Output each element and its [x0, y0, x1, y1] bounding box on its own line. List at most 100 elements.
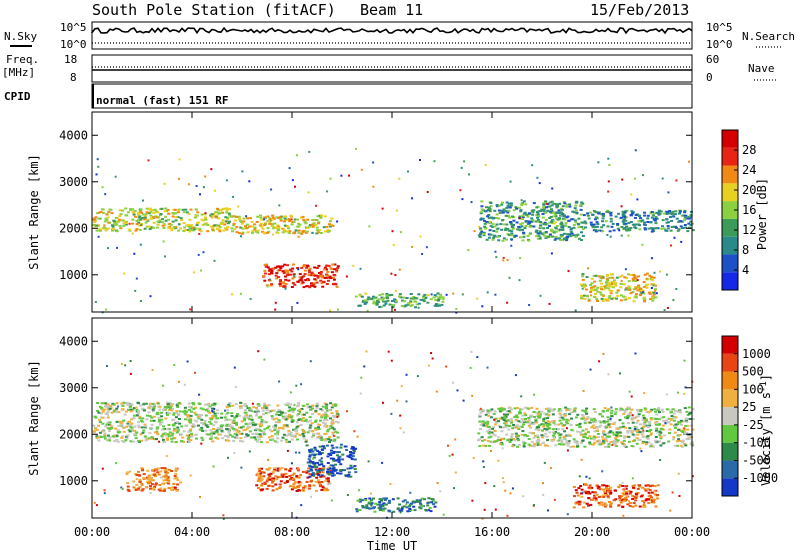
data-cell [187, 183, 190, 186]
data-cell [324, 411, 328, 414]
data-cell [248, 430, 252, 433]
data-cell [439, 490, 442, 493]
data-cell [102, 226, 106, 229]
data-cell [558, 217, 561, 220]
data-cell [571, 210, 575, 213]
data-cell [333, 268, 337, 271]
data-cell [162, 425, 166, 428]
data-cell [588, 211, 592, 214]
data-cell [515, 414, 519, 417]
data-cell [299, 411, 301, 413]
data-cell [534, 230, 538, 233]
data-cell [153, 415, 157, 418]
data-cell [620, 294, 623, 297]
data-cell [674, 226, 678, 229]
data-cell [672, 436, 676, 439]
data-cell [528, 220, 532, 223]
data-cell [314, 411, 318, 413]
data-cell [211, 407, 214, 410]
data-cell [606, 234, 609, 236]
data-cell [549, 235, 553, 238]
data-cell [504, 214, 508, 217]
data-cell [105, 219, 109, 222]
data-cell [106, 227, 110, 230]
data-cell [293, 283, 297, 286]
colorbar-swatch [722, 201, 738, 219]
data-cell [146, 469, 150, 472]
data-cell [146, 414, 149, 417]
data-cell [487, 440, 490, 443]
data-cell [349, 467, 353, 470]
data-cell [297, 402, 301, 405]
data-cell [657, 423, 661, 426]
data-cell [103, 224, 106, 227]
data-cell [607, 445, 611, 448]
data-cell [261, 432, 265, 435]
data-cell [307, 470, 311, 473]
data-cell [497, 407, 501, 410]
data-cell [313, 266, 317, 269]
data-cell [616, 224, 620, 227]
data-cell [565, 427, 568, 430]
data-cell [418, 500, 421, 503]
data-cell [686, 424, 689, 427]
data-cell [662, 227, 666, 230]
data-cell [239, 437, 243, 440]
data-cell [308, 150, 311, 153]
data-cell [143, 435, 147, 438]
data-cell [484, 424, 488, 427]
data-cell [524, 414, 528, 417]
data-cell [327, 473, 331, 476]
data-cell [143, 227, 147, 230]
data-cell [534, 420, 538, 423]
data-cell [319, 475, 323, 478]
data-cell [577, 503, 581, 506]
data-cell [164, 434, 168, 437]
data-cell [523, 211, 527, 214]
data-cell [211, 216, 214, 219]
data-cell [106, 403, 110, 406]
data-cell [322, 413, 326, 416]
data-cell [636, 491, 640, 494]
data-cell [250, 220, 254, 223]
data-cell [580, 285, 584, 287]
data-cell [189, 208, 193, 211]
data-cell [278, 487, 281, 489]
data-cell [274, 301, 277, 304]
data-cell [609, 285, 613, 288]
data-cell [287, 227, 291, 230]
data-cell [643, 392, 646, 394]
data-cell [292, 434, 295, 437]
data-cell [554, 215, 558, 218]
data-cell [685, 438, 689, 440]
data-cell [97, 418, 101, 421]
data-cell [324, 487, 328, 490]
data-cell [360, 376, 363, 379]
freq-unit: [MHz] [2, 66, 35, 79]
data-cell [324, 439, 328, 442]
data-cell [628, 287, 631, 290]
data-cell [170, 488, 174, 491]
data-cell [267, 477, 271, 479]
data-cell [228, 423, 232, 426]
data-cell [312, 433, 315, 435]
data-cell [311, 461, 315, 464]
data-cell [305, 470, 309, 472]
data-cell [687, 215, 690, 218]
data-cell [551, 209, 554, 212]
data-cell [671, 408, 675, 411]
data-cell [385, 497, 389, 500]
data-cell [222, 207, 226, 210]
data-cell [652, 276, 656, 279]
data-cell [572, 486, 576, 488]
data-cell [273, 222, 277, 225]
data-cell [623, 215, 627, 218]
data-cell [659, 444, 663, 447]
data-cell [278, 426, 281, 429]
data-cell [510, 420, 514, 423]
data-cell [684, 214, 688, 217]
data-cell [131, 222, 135, 225]
data-cell [308, 419, 312, 422]
data-cell [606, 495, 610, 498]
data-cell [599, 421, 603, 424]
